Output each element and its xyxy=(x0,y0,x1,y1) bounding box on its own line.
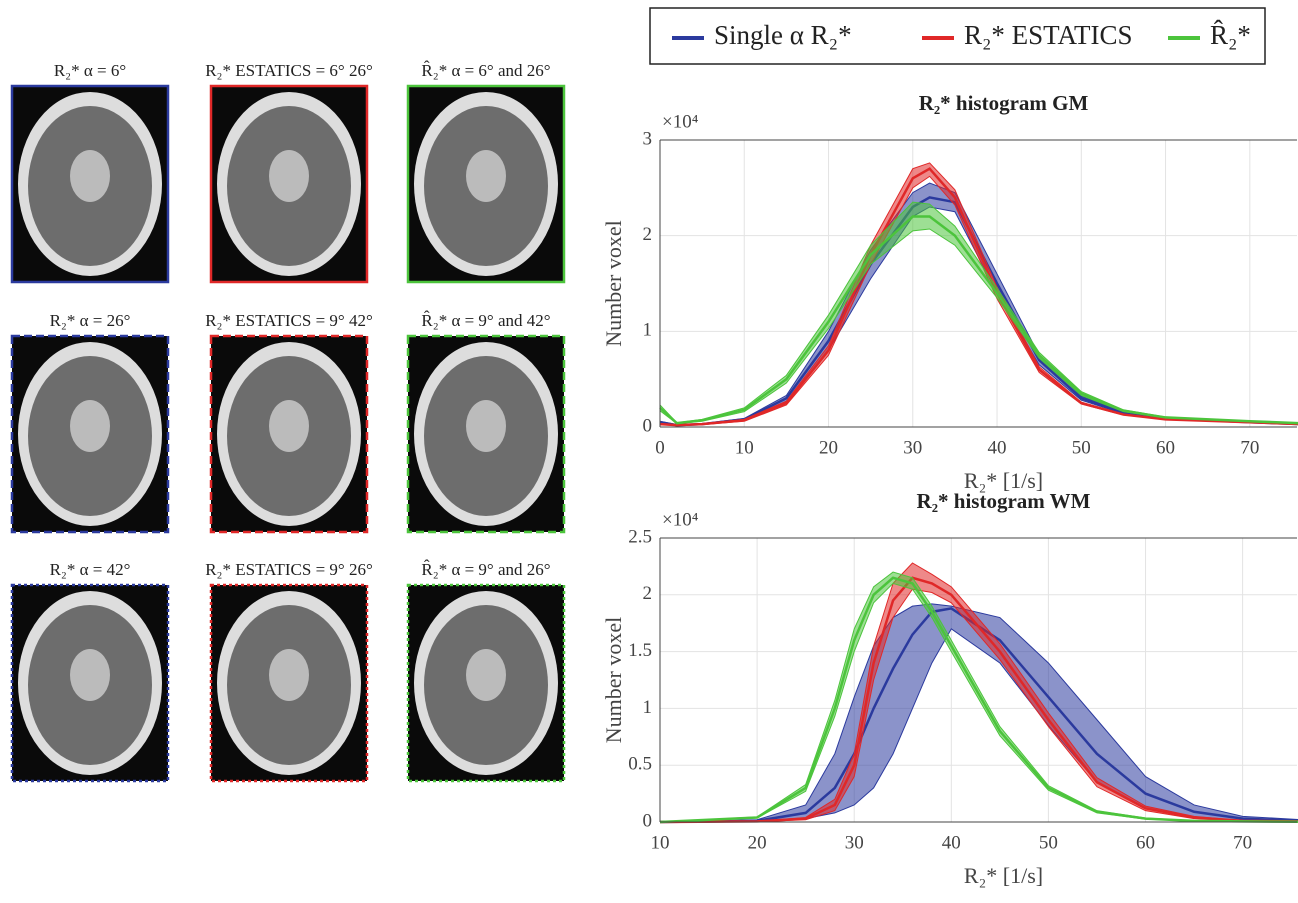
x-tick-label: 50 xyxy=(1039,832,1058,853)
brain-center xyxy=(269,400,309,452)
panel-label: R̂₂* α = 9° and 42° xyxy=(421,311,550,330)
mean-line xyxy=(659,167,1298,427)
mean-line xyxy=(659,576,1298,824)
panel-border xyxy=(209,84,369,284)
panel-border xyxy=(209,583,369,783)
x-tick-label: 60 xyxy=(1136,832,1155,853)
exponent-label: ×10⁴ xyxy=(662,509,699,530)
x-tick-label: 50 xyxy=(1072,437,1091,458)
panel-label: R₂* ESTATICS = 9° 26° xyxy=(205,560,373,579)
panel-border xyxy=(10,583,170,783)
y-tick-label: 0 xyxy=(643,810,653,831)
panel-label: R₂* α = 6° xyxy=(54,61,126,80)
x-tick-label: 40 xyxy=(942,832,961,853)
mean-line xyxy=(659,215,1298,425)
x-tick-label: 20 xyxy=(819,437,838,458)
brain-center xyxy=(466,400,506,452)
panel-label: R̂₂* α = 9° and 26° xyxy=(421,560,550,579)
x-axis-label: R₂* [1/s] xyxy=(964,468,1043,493)
y-tick-label: 2.5 xyxy=(628,526,652,547)
x-tick-label: 60 xyxy=(1156,437,1175,458)
panel-border xyxy=(406,84,566,284)
y-axis-label: Number voxel xyxy=(601,220,626,346)
legend-box xyxy=(649,7,1266,65)
y-tick-label: 0.5 xyxy=(628,754,652,775)
x-tick-label: 10 xyxy=(651,832,670,853)
x-tick-label: 20 xyxy=(748,832,767,853)
x-tick-label: 30 xyxy=(903,437,922,458)
x-tick-label: 70 xyxy=(1233,832,1252,853)
x-axis-label: R₂* [1/s] xyxy=(964,863,1043,888)
exponent-label: ×10⁴ xyxy=(662,111,699,132)
confidence-band xyxy=(659,562,1298,823)
legend-label: R₂* ESTATICS xyxy=(964,20,1133,50)
chart-title: R₂* histogram GM xyxy=(919,91,1089,115)
x-tick-label: 40 xyxy=(988,437,1007,458)
y-tick-label: 1 xyxy=(643,697,653,718)
confidence-band xyxy=(659,201,1298,425)
mean-line xyxy=(659,576,1298,824)
brain-center xyxy=(269,150,309,202)
brain-center xyxy=(269,649,309,701)
panel-label: R₂* ESTATICS = 6° 26° xyxy=(205,61,373,80)
legend-label: R̂₂* xyxy=(1210,20,1251,50)
brain-center xyxy=(70,400,110,452)
panel-border xyxy=(10,334,170,534)
panel-border xyxy=(209,334,369,534)
brain-center xyxy=(70,150,110,202)
x-tick-label: 70 xyxy=(1240,437,1259,458)
panel-label: R̂₂* α = 6° and 26° xyxy=(421,61,550,80)
y-tick-label: 1.5 xyxy=(628,640,652,661)
plot-area xyxy=(660,538,1297,822)
x-tick-label: 10 xyxy=(735,437,754,458)
plot-area xyxy=(660,140,1297,427)
confidence-band xyxy=(659,571,1298,823)
brain-center xyxy=(466,150,506,202)
y-tick-label: 2 xyxy=(643,224,653,245)
y-axis-label: Number voxel xyxy=(601,617,626,743)
x-tick-label: 30 xyxy=(845,832,864,853)
y-tick-label: 0 xyxy=(643,415,653,436)
panel-label: R₂* ESTATICS = 9° 42° xyxy=(205,311,373,330)
y-tick-label: 3 xyxy=(643,128,653,149)
panel-border xyxy=(406,583,566,783)
brain-center xyxy=(70,649,110,701)
y-tick-label: 1 xyxy=(643,320,653,341)
panel-border xyxy=(406,334,566,534)
panel-label: R₂* α = 26° xyxy=(50,311,131,330)
chart-title: R₂* histogram WM xyxy=(917,489,1091,513)
panel-label: R₂* α = 42° xyxy=(50,560,131,579)
x-tick-label: 0 xyxy=(655,437,665,458)
legend-label: Single α R₂* xyxy=(714,20,852,50)
panel-border xyxy=(10,84,170,284)
brain-center xyxy=(466,649,506,701)
y-tick-label: 2 xyxy=(643,583,653,604)
